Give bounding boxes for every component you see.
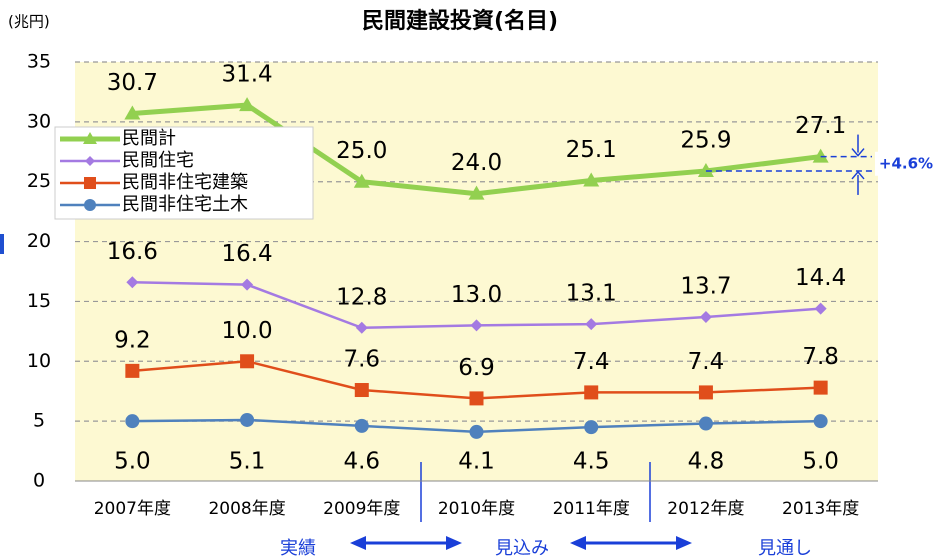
data-label: 5.0	[114, 449, 151, 475]
x-tick-label: 2010年度	[438, 499, 515, 519]
data-label: 10.0	[221, 318, 272, 344]
marker	[240, 354, 255, 369]
period-label: 実績	[280, 538, 316, 559]
marker	[239, 97, 256, 112]
y-tick-label: 30	[27, 110, 51, 132]
marker	[697, 162, 714, 177]
y-tick-label: 25	[27, 170, 51, 192]
data-label: 13.7	[680, 273, 731, 299]
x-tick-label: 2007年度	[94, 499, 171, 519]
data-label: 14.4	[795, 265, 846, 291]
x-tick-label: 2013年度	[782, 499, 859, 519]
marker	[698, 385, 713, 400]
legend-box	[54, 126, 314, 220]
marker	[468, 185, 485, 200]
marker	[354, 383, 369, 398]
data-label: 24.0	[451, 150, 502, 176]
marker	[812, 148, 829, 163]
legend-label: 民間住宅	[122, 150, 194, 171]
data-label: 9.2	[114, 327, 151, 353]
marker	[583, 172, 600, 187]
data-label: 7.6	[343, 347, 380, 373]
period-arrows	[350, 536, 692, 550]
data-label: 12.8	[336, 284, 387, 310]
marker	[585, 318, 598, 331]
data-label: 4.1	[458, 449, 495, 475]
data-label: 25.1	[566, 137, 617, 163]
data-label: 13.1	[566, 281, 617, 307]
data-label: 25.9	[680, 127, 731, 153]
marker	[584, 385, 599, 400]
change-arrow	[851, 170, 865, 180]
data-label: 7.4	[573, 349, 610, 375]
y-tick-label: 15	[27, 290, 51, 312]
marker	[470, 319, 483, 332]
marker	[814, 302, 827, 315]
data-label: 13.0	[451, 282, 502, 308]
marker	[240, 412, 255, 427]
data-label: 27.1	[795, 113, 846, 139]
y-tick-label: 10	[27, 350, 51, 372]
data-label: 31.4	[221, 62, 272, 88]
y-tick-label: 20	[27, 230, 51, 252]
data-label: 4.6	[343, 449, 380, 475]
y-tick-label: 0	[33, 470, 45, 492]
marker	[125, 363, 140, 378]
marker	[84, 177, 96, 189]
marker	[699, 310, 712, 323]
unit-label: (兆円)	[8, 13, 50, 31]
plot-area	[75, 62, 878, 481]
y-tick-label: 5	[33, 410, 45, 432]
marker	[84, 199, 96, 211]
x-tick-label: 2012年度	[667, 499, 744, 519]
marker	[469, 391, 484, 406]
data-label: 16.6	[107, 239, 158, 265]
marker	[813, 414, 828, 429]
data-label: 4.8	[688, 449, 725, 475]
marker	[469, 424, 484, 439]
legend-label: 民間非住宅建築	[122, 172, 248, 193]
x-tick-label: 2011年度	[553, 499, 630, 519]
edge-mark	[0, 234, 4, 254]
data-label: 5.0	[802, 449, 839, 475]
data-label: 6.9	[458, 355, 495, 381]
marker	[83, 132, 97, 144]
data-label: 5.1	[229, 449, 266, 475]
x-tick-label: 2009年度	[323, 499, 400, 519]
data-label: 4.5	[573, 449, 610, 475]
change-arrow	[851, 148, 865, 157]
change-label: +4.6%	[879, 154, 933, 172]
change-box	[875, 151, 937, 176]
data-label: 30.7	[107, 70, 158, 96]
data-label: 25.0	[336, 138, 387, 164]
data-label: 7.4	[688, 349, 725, 375]
period-label: 見込み	[495, 538, 549, 559]
marker	[126, 276, 139, 289]
x-tick-label: 2008年度	[208, 499, 285, 519]
marker	[353, 173, 370, 188]
marker	[125, 414, 140, 429]
marker	[698, 416, 713, 431]
marker	[584, 420, 599, 435]
data-label: 7.8	[802, 344, 839, 370]
data-label: 16.4	[221, 241, 272, 267]
marker	[241, 278, 254, 291]
chart-title: 民間建設投資(名目)	[362, 8, 558, 34]
marker	[813, 380, 828, 395]
marker	[355, 321, 368, 334]
legend-label: 民間非住宅土木	[122, 194, 248, 215]
period-label: 見通し	[758, 538, 812, 559]
legend-label: 民間計	[122, 128, 176, 149]
period-separators	[420, 462, 651, 522]
marker	[124, 105, 141, 120]
marker	[85, 156, 95, 166]
marker	[354, 418, 369, 433]
y-tick-label: 35	[27, 51, 51, 73]
